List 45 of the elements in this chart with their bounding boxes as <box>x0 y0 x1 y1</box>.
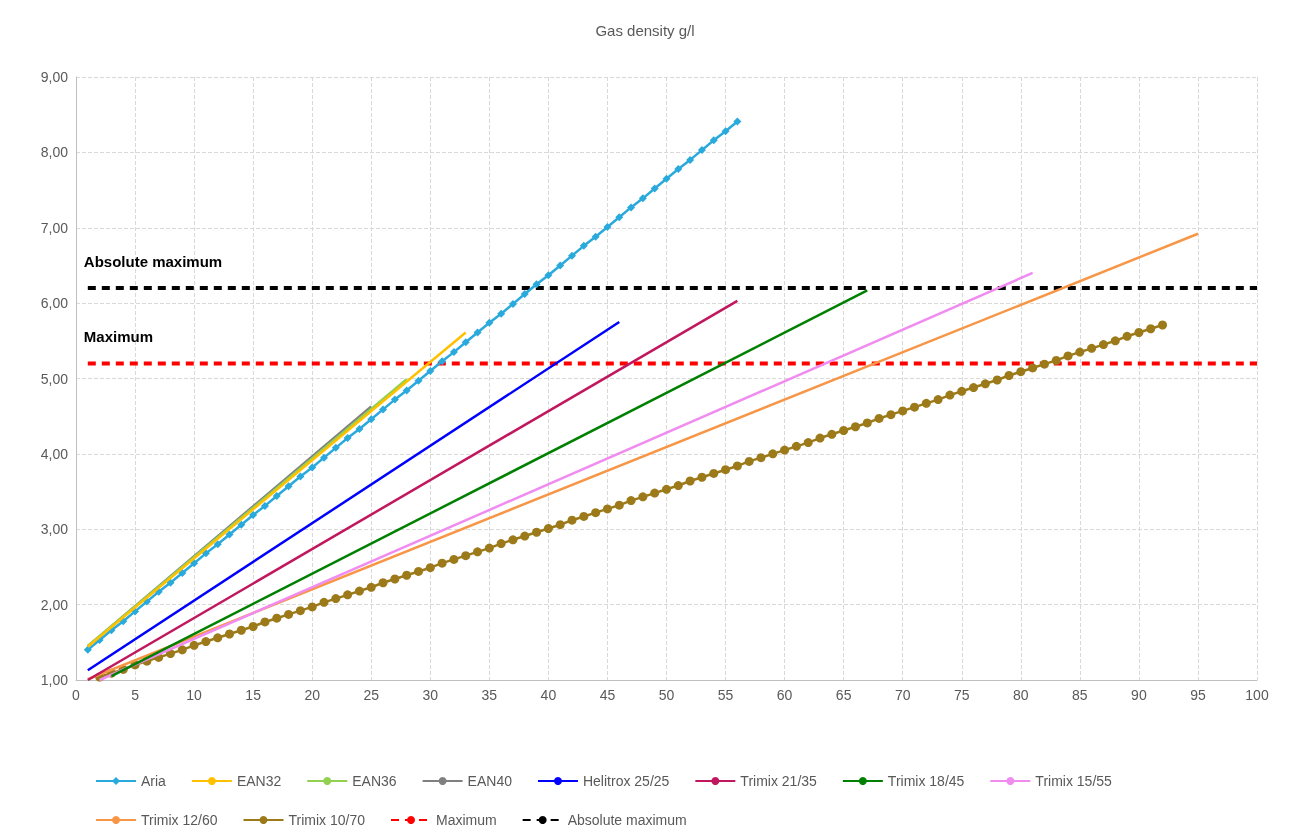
annotation: Maximum <box>83 328 153 346</box>
y-tick-label: 4,00 <box>40 445 69 462</box>
x-tick-label: 30 <box>422 687 439 703</box>
y-tick-label: 9,00 <box>40 69 69 85</box>
annotation: Absolute maximum <box>83 253 223 271</box>
x-tick-label: 60 <box>776 687 793 703</box>
legend-label: Trimix 18/45 <box>887 773 965 789</box>
x-tick-label: 100 <box>1245 687 1269 703</box>
x-tick-label: 70 <box>894 687 911 703</box>
legend-label: Trimix 12/60 <box>141 812 218 828</box>
x-tick-label: 35 <box>481 687 498 703</box>
x-tick-label: 55 <box>717 687 734 703</box>
x-tick-label: 90 <box>1131 687 1147 703</box>
y-tick-label: 5,00 <box>40 370 69 387</box>
y-tick-label: 2,00 <box>40 596 69 613</box>
y-tick-label: 7,00 <box>40 219 69 236</box>
x-tick-label: 80 <box>1013 687 1029 703</box>
x-tick-label: 75 <box>953 687 970 703</box>
legend-label: EAN32 <box>236 773 282 789</box>
y-tick-label: 1,00 <box>40 672 69 688</box>
x-tick-label: 85 <box>1072 687 1088 703</box>
x-tick-label: 10 <box>186 687 203 703</box>
legend-label: Aria <box>141 773 167 789</box>
x-tick-label: 45 <box>599 687 616 703</box>
legend-label: Trimix 10/70 <box>288 812 366 828</box>
legend-label: Helitrox 25/25 <box>582 773 670 789</box>
x-tick-label: 15 <box>245 687 262 703</box>
legend-label: Absolute maximum <box>567 812 687 828</box>
y-tick-label: 3,00 <box>40 521 69 538</box>
x-tick-label: 25 <box>363 687 380 703</box>
x-tick-label: 95 <box>1190 687 1206 703</box>
x-tick-label: 40 <box>540 687 557 703</box>
x-tick-label: 65 <box>835 687 852 703</box>
x-tick-label: 5 <box>131 687 140 703</box>
x-tick-label: 50 <box>658 687 675 703</box>
y-tick-label: 8,00 <box>40 144 69 161</box>
legend-label: Trimix 21/35 <box>740 773 818 789</box>
chart-title: Gas density g/l <box>595 22 695 39</box>
legend-label: Maximum <box>436 812 497 828</box>
x-tick-label: 0 <box>72 687 81 703</box>
y-tick-label: 6,00 <box>40 295 69 312</box>
x-tick-label: 20 <box>304 687 321 703</box>
legend-label: EAN40 <box>467 773 513 789</box>
legend-label: Trimix 15/55 <box>1035 773 1113 789</box>
legend-label: EAN36 <box>352 773 397 789</box>
